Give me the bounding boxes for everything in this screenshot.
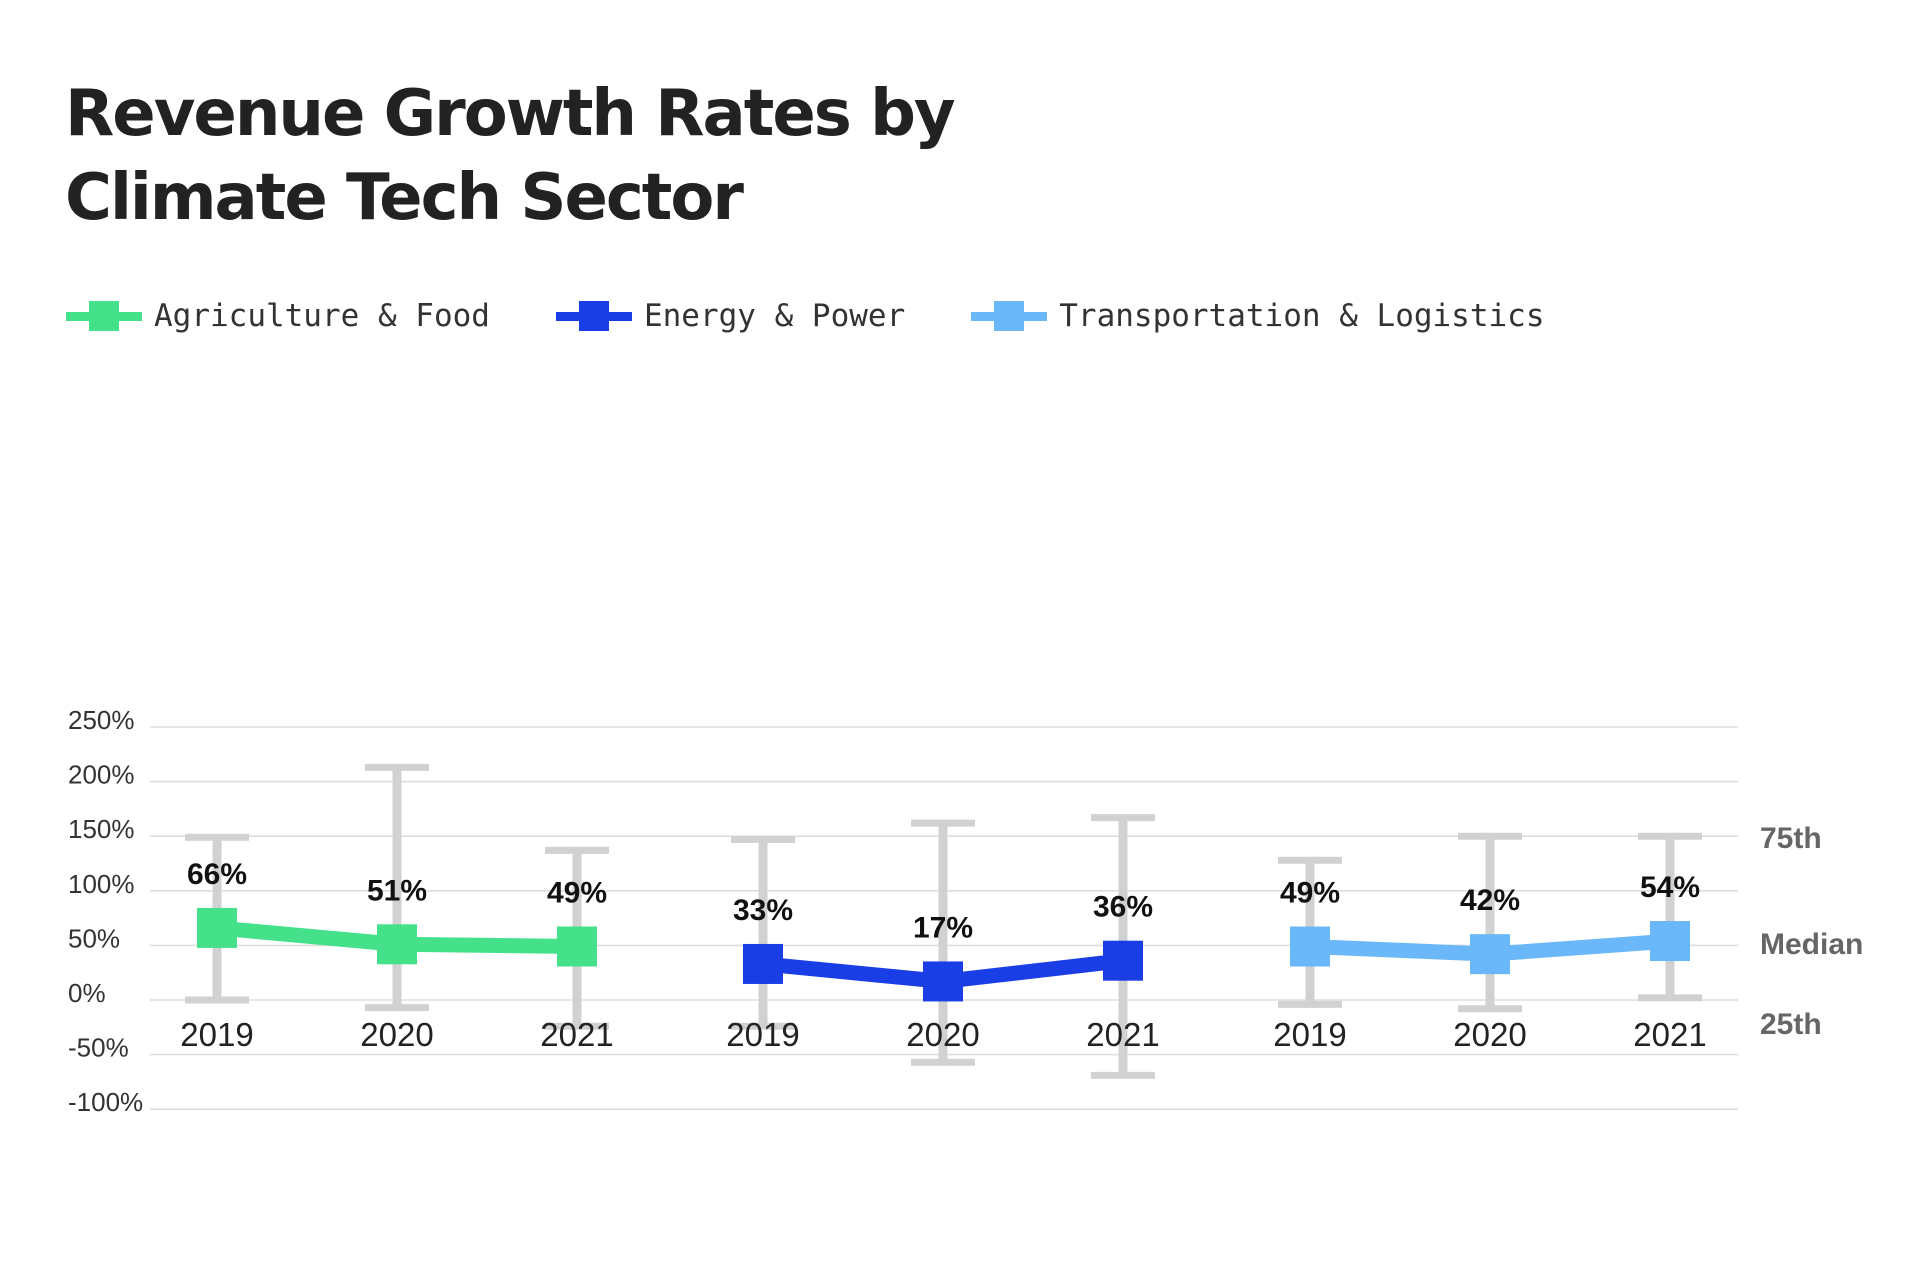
y-tick-label-1: 200% — [68, 760, 135, 790]
x-tick-label-2-0: 2019 — [1273, 1016, 1346, 1053]
median-marker-2-0 — [1290, 926, 1330, 967]
x-tick-label-2-2: 2021 — [1633, 1016, 1706, 1053]
chart-title: Revenue Growth Rates by Climate Tech Sec… — [65, 72, 956, 240]
median-marker-1-1 — [923, 961, 963, 1002]
y-tick-label-7: -100% — [68, 1087, 143, 1117]
x-tick-label-0-2: 2021 — [540, 1016, 613, 1053]
side-label-25th: 25th — [1760, 1008, 1822, 1041]
median-marker-2-2 — [1650, 921, 1690, 962]
data-label-1-2: 36% — [1093, 891, 1153, 924]
data-label-1-1: 17% — [913, 911, 973, 944]
x-tick-label-0-0: 2019 — [180, 1016, 253, 1053]
x-tick-label-1-0: 2019 — [726, 1016, 799, 1053]
data-label-2-2: 54% — [1640, 871, 1700, 904]
data-label-2-0: 49% — [1280, 876, 1340, 909]
median-marker-0-2 — [557, 926, 597, 967]
median-marker-0-0 — [197, 907, 237, 948]
y-tick-label-0: 250% — [68, 705, 135, 735]
legend-item-energy: Energy & Power — [555, 298, 906, 334]
x-tick-label-2-1: 2020 — [1453, 1016, 1526, 1053]
y-tick-label-2: 150% — [68, 814, 135, 844]
median-marker-2-1 — [1470, 934, 1510, 975]
legend-label-transportation: Transportation & Logistics — [1059, 298, 1545, 334]
legend-swatch-agriculture — [66, 301, 142, 331]
data-label-0-2: 49% — [547, 876, 607, 909]
median-marker-1-0 — [743, 943, 783, 984]
legend-swatch-energy — [555, 301, 632, 331]
data-label-2-1: 42% — [1460, 884, 1520, 917]
x-tick-label-1-1: 2020 — [906, 1016, 979, 1053]
chart-title-line-1: Revenue Growth Rates by — [65, 77, 956, 151]
y-tick-label-3: 100% — [68, 869, 135, 899]
x-tick-label-0-1: 2020 — [360, 1016, 433, 1053]
legend-label-agriculture: Agriculture & Food — [154, 298, 490, 334]
side-label-median: Median — [1760, 928, 1863, 961]
legend-item-transportation: Transportation & Logistics — [971, 298, 1545, 334]
y-tick-label-4: 50% — [68, 923, 120, 953]
legend-item-agriculture: Agriculture & Food — [66, 298, 490, 334]
legend-swatch-transportation — [971, 301, 1048, 331]
chart-legend: Agriculture & Food Energy & Power Transp… — [66, 294, 1611, 338]
chart-title-line-2: Climate Tech Sector — [65, 161, 744, 235]
median-marker-1-2 — [1103, 940, 1143, 981]
x-tick-label-1-2: 2021 — [1086, 1016, 1159, 1053]
y-tick-label-6: -50% — [68, 1033, 129, 1063]
median-marker-0-1 — [377, 924, 417, 965]
data-label-1-0: 33% — [733, 894, 793, 927]
data-label-0-1: 51% — [367, 874, 427, 907]
y-tick-label-5: 0% — [68, 978, 106, 1008]
side-label-75th: 75th — [1760, 822, 1822, 855]
legend-label-energy: Energy & Power — [643, 298, 906, 334]
data-label-0-0: 66% — [187, 858, 247, 891]
